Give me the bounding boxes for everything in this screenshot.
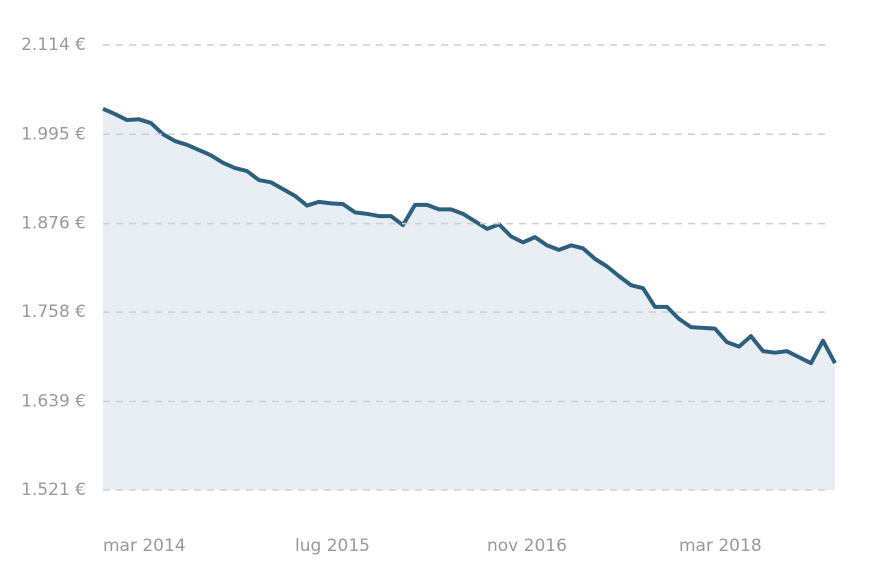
y-tick-label: 1.876 € [21,214,86,234]
x-tick-label: lug 2015 [295,536,370,556]
line [102,106,837,366]
y-tick-label: 1.758 € [21,302,86,322]
x-tick-label: mar 2018 [679,536,762,556]
area [103,108,835,491]
y-tick-label: 1.995 € [21,124,86,144]
y-tick-label: 1.521 € [21,480,86,500]
x-tick-label: mar 2014 [103,536,186,556]
x-tick-label: nov 2016 [487,536,567,556]
y-tick-label: 1.639 € [21,391,86,411]
y-tick-label: 2.114 € [21,35,86,55]
